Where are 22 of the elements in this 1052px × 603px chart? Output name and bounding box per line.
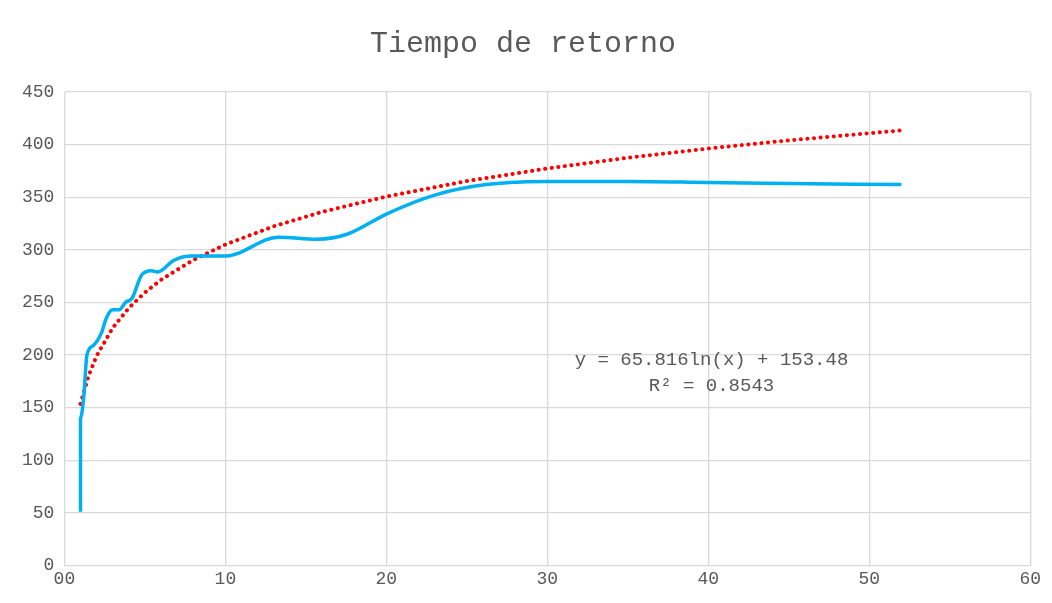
x-tick-label: 20 (375, 568, 398, 589)
x-tick-label: 10 (214, 568, 237, 589)
y-tick-label: 250 (22, 292, 55, 313)
line-series (78, 179, 904, 514)
y-tick-label: 100 (22, 449, 55, 470)
x-tick-label: 60 (1019, 568, 1041, 589)
annotation: R² = 0.8543 (648, 374, 775, 397)
chart-title: Tiempo de retorno (369, 26, 677, 61)
y-tick-label: 0 (43, 555, 55, 576)
annotation: y = 65.816ln(x) + 153.48 (574, 348, 849, 371)
y-tick-label: 400 (22, 134, 55, 155)
y-tick-label: 50 (32, 502, 55, 523)
y-tick-label: 300 (22, 239, 55, 260)
line-series (78, 128, 904, 406)
y-tick-label: 150 (22, 397, 55, 418)
x-tick-label: 00 (53, 568, 76, 589)
y-tick-label: 350 (22, 186, 55, 207)
x-tick-label: 40 (697, 568, 720, 589)
y-tick-label: 450 (22, 81, 55, 102)
y-tick-label: 200 (22, 344, 55, 365)
x-tick-label: 50 (858, 568, 881, 589)
x-tick-label: 30 (536, 568, 559, 589)
